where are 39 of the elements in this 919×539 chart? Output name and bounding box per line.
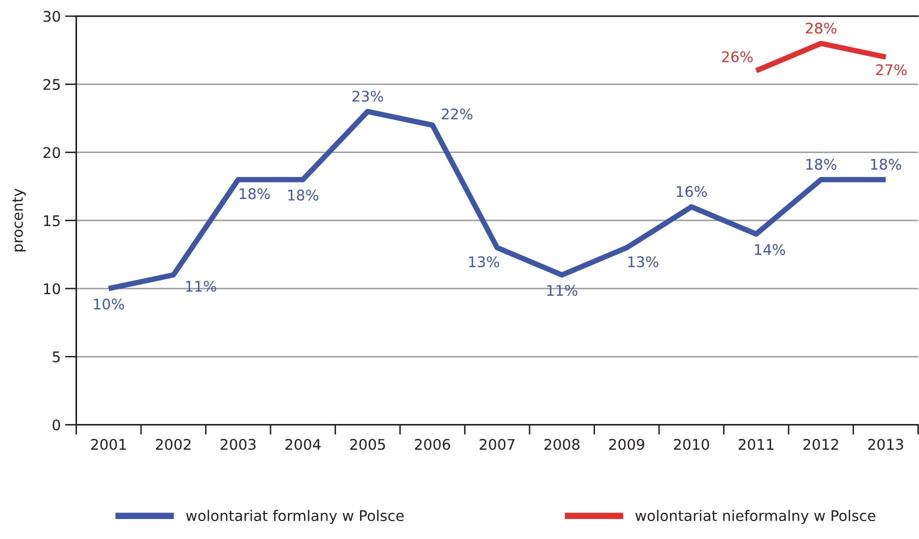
- x-tick-label: 2005: [350, 438, 385, 450]
- data-label: 11%: [186, 280, 216, 292]
- x-tick-label: 2013: [868, 438, 904, 450]
- data-label: 26%: [722, 51, 753, 62]
- data-label: 10%: [94, 298, 124, 310]
- data-label: 18%: [240, 188, 270, 200]
- y-tick-label: 20: [44, 147, 60, 158]
- x-tick-label: 2010: [674, 438, 710, 450]
- data-label: 18%: [288, 190, 318, 201]
- x-tick-label: 2012: [803, 438, 838, 450]
- x-tick-label: 2011: [738, 438, 774, 450]
- x-tick-label: 2004: [285, 438, 321, 450]
- data-label: 28%: [806, 22, 836, 34]
- data-label: 11%: [547, 284, 578, 296]
- legend-label: wolontariat formlany w Polsce: [186, 510, 404, 524]
- x-tick-label: 2003: [220, 438, 256, 450]
- y-tick-label: 5: [52, 352, 60, 362]
- y-tick-label: 10: [44, 283, 60, 294]
- data-label: 14%: [755, 244, 786, 256]
- legend-label: wolontariat nieformalny w Polsce: [635, 510, 876, 524]
- data-label: 23%: [352, 90, 384, 102]
- x-tick-label: 2007: [480, 438, 514, 450]
- data-label: 13%: [469, 256, 500, 268]
- data-label: 13%: [628, 256, 658, 268]
- x-tick-label: 2001: [91, 438, 126, 450]
- x-tick-label: 2009: [609, 438, 644, 450]
- y-tick-label: 0: [52, 419, 60, 430]
- data-label: 22%: [442, 108, 472, 120]
- y-tick-label: 30: [44, 10, 60, 22]
- data-label: 18%: [871, 158, 902, 170]
- y-tick-label: 15: [44, 215, 60, 226]
- data-label: 18%: [806, 158, 836, 170]
- data-label: 27%: [876, 64, 907, 76]
- data-label: 16%: [676, 186, 707, 198]
- x-tick-label: 2002: [156, 438, 191, 450]
- y-axis-title: procenty: [12, 188, 26, 252]
- y-tick-label: 25: [44, 78, 60, 90]
- x-tick-label: 2006: [414, 438, 450, 450]
- x-tick-label: 2008: [544, 438, 580, 450]
